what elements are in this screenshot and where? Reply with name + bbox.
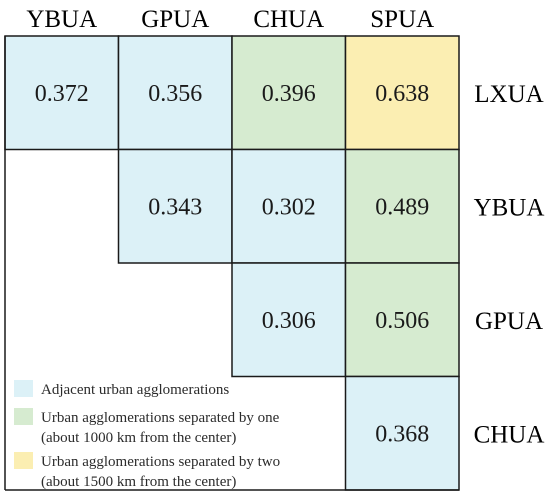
row-header-lxua: LXUA [474, 81, 543, 108]
legend-label-one: Urban agglomerations separated by one [41, 410, 280, 426]
cell-ybua-gpua [117, 148, 233, 264]
cell-chua-spua [344, 375, 460, 491]
cell-ybua-chua [231, 148, 347, 264]
cell-value: 0.372 [35, 81, 89, 107]
cell-value: 0.489 [375, 194, 429, 220]
row-header-chua: CHUA [474, 421, 545, 448]
cell-value: 0.356 [148, 81, 202, 107]
column-header-chua: CHUA [253, 6, 324, 33]
cell-value: 0.343 [148, 194, 202, 220]
column-header-ybua: YBUA [26, 6, 97, 33]
column-header-gpua: GPUA [141, 6, 209, 33]
cell-lxua-chua [231, 35, 347, 151]
cell-value: 0.368 [375, 421, 429, 447]
cell-value: 0.302 [262, 194, 316, 220]
row-header-ybua: YBUA [474, 194, 545, 221]
cell-value: 0.638 [375, 81, 429, 107]
cell-lxua-ybua [4, 35, 120, 151]
legend-label-two: (about 1500 km from the center) [41, 474, 236, 490]
row-header-gpua: GPUA [475, 308, 543, 335]
cell-value: 0.396 [262, 81, 316, 107]
legend-label-adjacent: Adjacent urban agglomerations [41, 382, 229, 398]
legend-swatch-two [14, 452, 33, 469]
cell-lxua-spua [344, 35, 460, 151]
legend-swatch-one [14, 408, 33, 425]
legend-label-two: Urban agglomerations separated by two [41, 454, 280, 470]
cell-value: 0.506 [375, 308, 429, 334]
cell-lxua-gpua [117, 35, 233, 151]
legend-label-one: (about 1000 km from the center) [41, 430, 236, 446]
legend-swatch-adjacent [14, 380, 33, 397]
cell-value: 0.306 [262, 308, 316, 334]
cell-gpua-chua [231, 262, 347, 378]
column-header-spua: SPUA [370, 6, 434, 33]
